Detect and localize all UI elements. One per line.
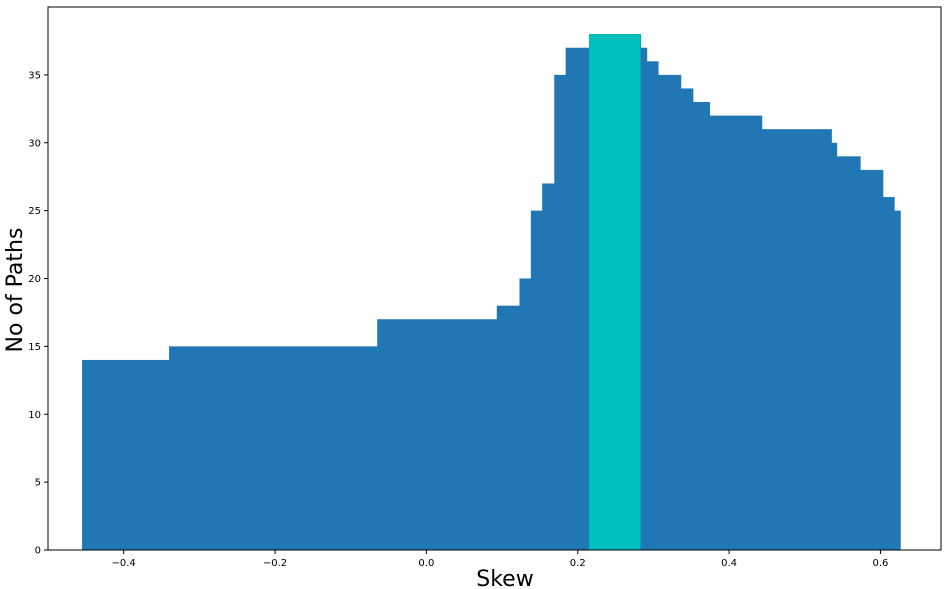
step-bar-22	[894, 210, 901, 550]
x-axis-title: Skew	[476, 567, 533, 589]
x-tick-label: 0.4	[721, 558, 737, 569]
x-tick-label: 0.0	[418, 558, 434, 569]
step-bar-4	[496, 305, 521, 550]
step-bar-7	[542, 183, 555, 550]
step-bar-1	[82, 359, 170, 550]
step-bar-9	[565, 47, 590, 550]
step-bar-14	[680, 88, 694, 550]
step-bar-12	[646, 61, 659, 551]
x-tick-label: −0.4	[112, 558, 136, 569]
x-tick-label: 0.2	[570, 558, 586, 569]
y-tick-label: 35	[28, 70, 41, 81]
step-bar-3	[377, 319, 498, 550]
highlight-bar	[589, 34, 641, 550]
step-bar-11	[640, 47, 648, 550]
step-bar-15	[692, 102, 711, 551]
y-tick-label: 30	[28, 138, 41, 149]
y-axis-title: No of Paths	[3, 228, 28, 353]
step-bar-2	[169, 346, 378, 550]
step-bar-16	[709, 115, 763, 550]
step-bar-13	[657, 74, 682, 550]
y-tick-label: 20	[28, 274, 41, 285]
step-bars	[82, 34, 901, 551]
step-bar-5	[519, 278, 532, 550]
y-tick-label: 25	[28, 206, 41, 217]
y-axis-ticks: 0 5 10 15 20 25 30 35	[28, 70, 48, 557]
x-tick-label: 0.6	[873, 558, 889, 569]
y-tick-label: 0	[35, 546, 41, 557]
step-bar-19	[836, 156, 861, 550]
step-bar-20	[860, 169, 884, 550]
highlight-bar-group	[589, 34, 641, 550]
step-bar-6	[530, 210, 543, 550]
step-bar-8	[554, 74, 567, 550]
y-tick-label: 10	[28, 410, 41, 421]
y-tick-label: 15	[28, 342, 41, 353]
y-tick-label: 5	[35, 478, 41, 489]
x-axis-ticks: −0.4 −0.2 0.0 0.2 0.4 0.6	[112, 550, 889, 569]
x-tick-label: −0.2	[263, 558, 287, 569]
step-bar-21	[882, 197, 895, 551]
step-bar-17	[761, 129, 832, 551]
step-bar-18	[831, 142, 838, 550]
